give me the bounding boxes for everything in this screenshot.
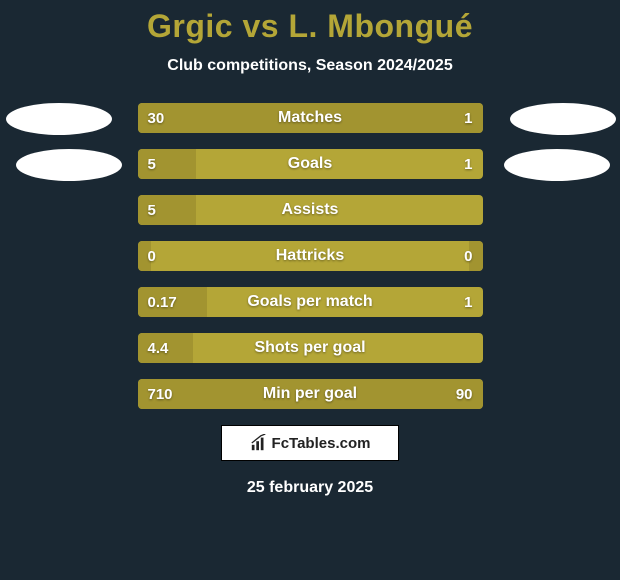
stat-label: Shots per goal	[138, 333, 483, 363]
stat-row: 5Assists	[138, 195, 483, 225]
date-label: 25 february 2025	[0, 479, 620, 497]
page-title: Grgic vs L. Mbongué	[0, 8, 620, 45]
stat-label: Assists	[138, 195, 483, 225]
brand-box[interactable]: FcTables.com	[221, 425, 399, 461]
stat-row: 4.4Shots per goal	[138, 333, 483, 363]
brand-label: FcTables.com	[272, 435, 371, 452]
player-photo-left-2	[16, 149, 122, 181]
stat-row: 710Min per goal90	[138, 379, 483, 409]
stat-value-right: 1	[464, 149, 472, 179]
player-photo-left-1	[6, 103, 112, 135]
stat-value-right: 0	[464, 241, 472, 271]
stat-label: Goals	[138, 149, 483, 179]
stat-row: 5Goals1	[138, 149, 483, 179]
stat-row: 0Hattricks0	[138, 241, 483, 271]
stat-label: Hattricks	[138, 241, 483, 271]
stat-value-right: 1	[464, 103, 472, 133]
stat-label: Matches	[138, 103, 483, 133]
page-subtitle: Club competitions, Season 2024/2025	[0, 57, 620, 75]
chart-icon	[250, 434, 268, 452]
stat-label: Min per goal	[138, 379, 483, 409]
stat-value-right: 1	[464, 287, 472, 317]
player-photo-right-2	[504, 149, 610, 181]
stat-label: Goals per match	[138, 287, 483, 317]
stat-value-right: 90	[456, 379, 473, 409]
stat-row: 0.17Goals per match1	[138, 287, 483, 317]
player-photo-right-1	[510, 103, 616, 135]
stat-row: 30Matches1	[138, 103, 483, 133]
comparison-bars: 30Matches1 5Goals1 5Assists 0Hattricks0 0.17…	[138, 103, 483, 409]
